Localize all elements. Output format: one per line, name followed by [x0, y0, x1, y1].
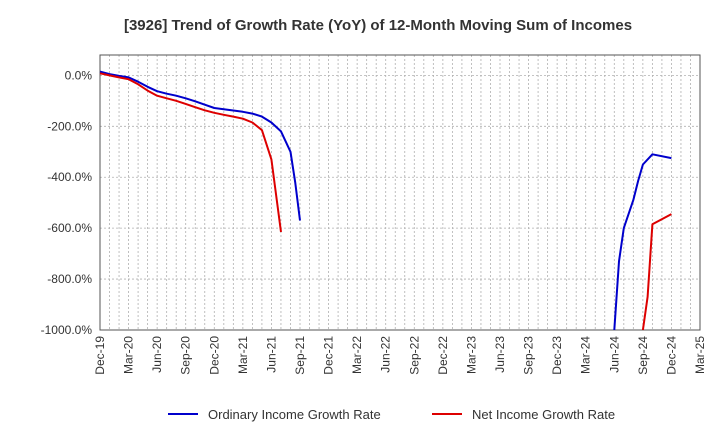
series-line-net-income [641, 213, 672, 331]
series-line-ordinary-income [613, 153, 672, 331]
x-tick-label: Sep-21 [293, 336, 307, 375]
y-tick-label: -1000.0% [41, 323, 93, 337]
x-tick-label: Mar-21 [236, 336, 250, 374]
x-tick-label: Jun-24 [607, 336, 621, 373]
x-tick-label: Dec-22 [436, 336, 450, 375]
y-tick-label: -600.0% [47, 221, 92, 235]
x-tick-label: Sep-24 [636, 336, 650, 375]
x-tick-label: Dec-24 [664, 336, 678, 375]
x-tick-label: Sep-23 [522, 336, 536, 375]
legend-label: Net Income Growth Rate [472, 407, 615, 422]
plot-background [100, 55, 700, 330]
x-tick-label: Mar-22 [350, 336, 364, 374]
legend-label: Ordinary Income Growth Rate [208, 407, 381, 422]
plot-border [99, 54, 701, 331]
legend: Ordinary Income Growth Rate Net Income Gr… [168, 407, 615, 422]
x-tick-label: Sep-22 [407, 336, 421, 375]
x-tick-label: Mar-23 [464, 336, 478, 374]
x-tick-label: Dec-21 [322, 336, 336, 375]
x-tick-label: Jun-23 [493, 336, 507, 373]
x-tick-label: Jun-20 [150, 336, 164, 373]
y-tick-label: -200.0% [47, 119, 92, 133]
x-tick-label: Mar-24 [579, 336, 593, 374]
y-tick-label: -400.0% [47, 170, 92, 184]
x-tick-label: Jun-21 [264, 336, 278, 373]
plot-area: Dec-19 Mar-20 Jun-20 Sep-20 Dec-20 Mar-21 Jun-… [41, 54, 707, 375]
y-tick-label: 0.0% [65, 68, 93, 82]
x-tick-label: Sep-20 [179, 336, 193, 375]
x-tick-label: Jun-22 [379, 336, 393, 373]
series-line-net-income [99, 72, 282, 233]
x-tick-label: Dec-23 [550, 336, 564, 375]
series-line-ordinary-income [99, 70, 301, 221]
x-tick-label: Mar-20 [122, 336, 136, 374]
chart-title: [3926] Trend of Growth Rate (YoY) of 12-… [124, 17, 632, 34]
x-tick-label: Dec-19 [93, 336, 107, 375]
x-tick-label: Dec-20 [207, 336, 221, 375]
y-tick-label: -800.0% [47, 272, 92, 286]
x-tick-label: Mar-25 [693, 336, 707, 374]
